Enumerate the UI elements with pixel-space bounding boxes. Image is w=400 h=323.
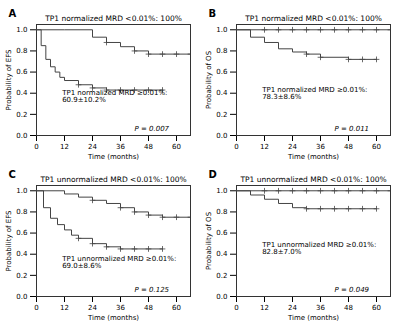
svg-text:12: 12	[260, 143, 269, 151]
svg-text:B: B	[209, 8, 217, 19]
svg-text:36: 36	[316, 143, 325, 151]
svg-text:0.8: 0.8	[16, 208, 27, 216]
svg-text:Time (months): Time (months)	[87, 153, 139, 161]
svg-text:0.2: 0.2	[16, 111, 27, 119]
svg-text:Probability of OS: Probability of OS	[205, 211, 213, 270]
svg-text:36: 36	[316, 304, 325, 312]
svg-text:C: C	[9, 169, 16, 180]
svg-text:0: 0	[234, 143, 238, 151]
svg-text:12: 12	[60, 304, 69, 312]
svg-text:TP1 unnormalized MRD ≥0.01%:69: TP1 unnormalized MRD ≥0.01%:69.0±8.6%	[61, 255, 176, 270]
svg-text:D: D	[209, 169, 217, 180]
svg-text:0: 0	[34, 143, 38, 151]
svg-text:0.2: 0.2	[216, 111, 227, 119]
svg-text:P = 0.007: P = 0.007	[135, 125, 170, 133]
svg-text:Probability of EFS: Probability of EFS	[5, 210, 13, 272]
svg-text:24: 24	[88, 143, 97, 151]
svg-text:1.0: 1.0	[216, 187, 227, 195]
svg-text:TP1 normalized MRD ≥0.01%:78.3: TP1 normalized MRD ≥0.01%:78.3±8.6%	[261, 86, 367, 101]
svg-text:0.0: 0.0	[216, 293, 227, 301]
svg-text:TP1 unnormalized MRD <0.01%: 1: TP1 unnormalized MRD <0.01%: 100%	[239, 175, 386, 184]
svg-text:0.6: 0.6	[16, 68, 28, 76]
svg-text:Probability of EFS: Probability of EFS	[5, 49, 13, 111]
svg-text:0: 0	[234, 304, 238, 312]
svg-text:TP1 unnormalized MRD ≥0.01%:82: TP1 unnormalized MRD ≥0.01%:82.8±7.0%	[261, 241, 376, 256]
svg-text:36: 36	[116, 304, 125, 312]
svg-text:0.6: 0.6	[216, 229, 228, 237]
svg-text:0.8: 0.8	[16, 47, 27, 55]
svg-text:60: 60	[172, 304, 181, 312]
svg-text:Time (months): Time (months)	[287, 314, 339, 322]
svg-text:48: 48	[144, 304, 153, 312]
svg-text:1.0: 1.0	[16, 26, 27, 34]
svg-text:A: A	[9, 8, 17, 19]
svg-text:0: 0	[34, 304, 38, 312]
svg-text:0.4: 0.4	[216, 250, 228, 258]
svg-text:0.8: 0.8	[216, 208, 227, 216]
svg-text:48: 48	[344, 143, 353, 151]
svg-text:P = 0.011: P = 0.011	[335, 125, 370, 133]
svg-text:60: 60	[172, 143, 181, 151]
svg-text:0.6: 0.6	[16, 229, 28, 237]
svg-text:0.4: 0.4	[16, 89, 28, 97]
svg-text:TP1 normalized MRD <0.01%: 100: TP1 normalized MRD <0.01%: 100%	[44, 14, 182, 23]
svg-text:48: 48	[344, 304, 353, 312]
svg-text:24: 24	[288, 304, 297, 312]
svg-text:0.0: 0.0	[16, 293, 27, 301]
svg-text:P = 0.125: P = 0.125	[135, 286, 170, 294]
svg-text:TP1 normalized MRD <0.01%: 100: TP1 normalized MRD <0.01%: 100%	[244, 14, 382, 23]
svg-text:1.0: 1.0	[216, 26, 227, 34]
svg-text:24: 24	[288, 143, 297, 151]
svg-text:60: 60	[372, 143, 381, 151]
svg-text:1.0: 1.0	[16, 187, 27, 195]
svg-text:Time (months): Time (months)	[87, 314, 139, 322]
svg-text:TP1 unnormalized MRD <0.01%: 1: TP1 unnormalized MRD <0.01%: 100%	[39, 175, 186, 184]
svg-text:TP1 normalized MRD ≥0.01%:60.9: TP1 normalized MRD ≥0.01%:60.9±10.2%	[61, 89, 167, 104]
svg-text:0.4: 0.4	[216, 89, 228, 97]
svg-text:Probability of OS: Probability of OS	[205, 50, 213, 109]
svg-text:12: 12	[260, 304, 269, 312]
svg-text:12: 12	[60, 143, 69, 151]
svg-text:P = 0.049: P = 0.049	[335, 286, 370, 294]
svg-text:60: 60	[372, 304, 381, 312]
svg-text:0.0: 0.0	[216, 132, 227, 140]
svg-text:0.6: 0.6	[216, 68, 228, 76]
svg-text:0.2: 0.2	[16, 272, 27, 280]
svg-text:0.4: 0.4	[16, 250, 28, 258]
svg-text:0.8: 0.8	[216, 47, 227, 55]
svg-text:0.0: 0.0	[16, 132, 27, 140]
svg-text:0.2: 0.2	[216, 272, 227, 280]
svg-text:24: 24	[88, 304, 97, 312]
svg-text:Time (months): Time (months)	[287, 153, 339, 161]
svg-text:48: 48	[144, 143, 153, 151]
svg-text:36: 36	[116, 143, 125, 151]
